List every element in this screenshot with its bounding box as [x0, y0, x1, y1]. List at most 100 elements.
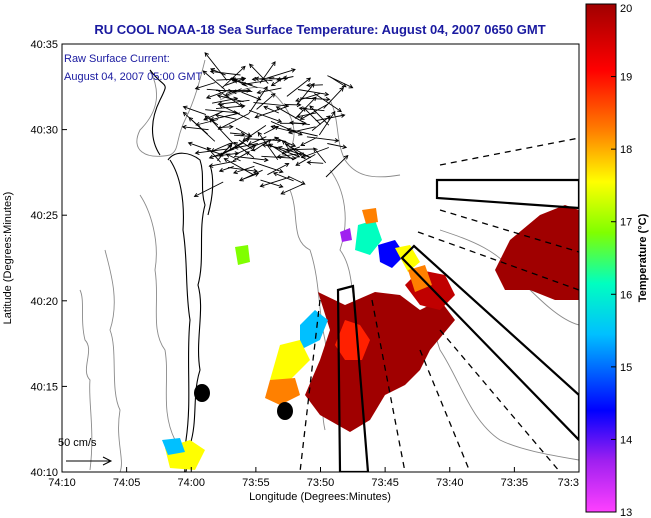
- current-vector-head: [210, 148, 216, 153]
- current-vector-head: [245, 151, 251, 156]
- current-vector-head: [295, 97, 300, 103]
- colorbar-tick-label: 13: [620, 507, 632, 518]
- current-vector-head: [224, 92, 230, 97]
- current-vector-head: [253, 168, 259, 174]
- current-vector: [224, 158, 254, 176]
- current-vector-head: [256, 89, 262, 95]
- current-vector: [235, 127, 251, 137]
- current-vector-head: [334, 138, 340, 143]
- current-vector-head: [299, 115, 305, 120]
- current-vector-head: [263, 86, 268, 91]
- y-tick-label: 40:25: [30, 210, 58, 222]
- current-vector-head: [276, 154, 282, 159]
- current-vector-head: [193, 192, 199, 198]
- current-vector-head: [254, 114, 260, 119]
- current-vector-head: [208, 163, 214, 168]
- transect-box-diagonal: [400, 244, 579, 442]
- sst-patch-mid-1: [270, 340, 310, 380]
- current-vector: [218, 126, 233, 129]
- colorbar-tick-label: 16: [620, 289, 632, 301]
- current-vector: [221, 66, 246, 89]
- current-vector-head: [233, 145, 239, 150]
- current-vector: [206, 90, 226, 99]
- current-vector-head: [300, 180, 306, 185]
- current-vector-head: [300, 141, 306, 146]
- current-vector-head: [216, 94, 222, 99]
- current-vector-head: [339, 86, 345, 92]
- current-vector-head: [233, 141, 239, 147]
- current-vector-head: [204, 52, 209, 57]
- current-vector: [247, 138, 281, 142]
- current-vector-head: [270, 93, 276, 98]
- current-vector-head: [257, 131, 263, 137]
- sst-patch-cool-2: [355, 220, 382, 255]
- current-vector: [311, 115, 331, 131]
- current-vector-head: [343, 154, 349, 160]
- colorbar-label: Temperature (°C): [637, 213, 649, 302]
- current-vector: [196, 119, 219, 126]
- current-vector: [211, 142, 231, 152]
- current-vector: [260, 179, 283, 188]
- current-vector-head: [291, 142, 297, 148]
- current-vector-head: [306, 77, 312, 82]
- current-vector-head: [233, 96, 239, 102]
- current-vector: [239, 169, 263, 182]
- x-tick-label: 73:40: [436, 477, 464, 489]
- y-axis-label: Latitude (Degrees:Minutes): [2, 192, 14, 325]
- current-vector-head: [259, 183, 265, 188]
- current-vector: [202, 70, 226, 91]
- current-vector-head: [254, 76, 260, 82]
- current-vector: [218, 113, 250, 130]
- y-tick-label: 40:10: [30, 467, 58, 479]
- current-vector-head: [232, 169, 238, 175]
- current-vector-head: [225, 153, 231, 158]
- current-vector-head: [246, 132, 252, 137]
- current-vector: [286, 77, 311, 97]
- current-vector-head: [274, 125, 280, 131]
- current-vector: [188, 117, 216, 142]
- current-vector-head: [202, 70, 208, 75]
- current-vector-head: [284, 143, 290, 148]
- station-marker-south: [277, 402, 293, 420]
- current-vector-head: [278, 183, 284, 189]
- current-vector-head: [223, 158, 229, 163]
- x-tick-label: 73:3: [558, 477, 579, 489]
- current-vector: [215, 114, 237, 120]
- current-vector-head: [306, 83, 311, 88]
- current-vector: [182, 126, 209, 131]
- current-vector: [216, 89, 243, 107]
- current-vector: [232, 151, 250, 162]
- current-vector: [268, 143, 294, 161]
- current-vector: [257, 87, 282, 94]
- current-vector-head: [284, 162, 290, 168]
- current-vector: [205, 109, 238, 114]
- current-vector-head: [275, 106, 281, 111]
- current-vector-head: [204, 115, 210, 120]
- x-tick-label: 73:45: [371, 477, 399, 489]
- current-vector-head: [268, 143, 274, 148]
- current-vector-head: [182, 105, 188, 111]
- transect-box-south: [336, 284, 370, 472]
- current-vector: [297, 112, 317, 118]
- current-vector-head: [240, 103, 246, 109]
- current-vector: [286, 148, 317, 151]
- current-vector-head: [241, 77, 247, 82]
- current-vector-head: [283, 103, 289, 108]
- current-vector: [300, 103, 329, 120]
- current-vector: [255, 105, 290, 118]
- colorbar-tick-label: 14: [620, 434, 632, 446]
- scale-label: 50 cm/s: [58, 437, 97, 449]
- current-vector: [249, 137, 279, 148]
- current-vector-head: [181, 124, 187, 130]
- current-vector: [227, 166, 258, 172]
- current-vector-head: [297, 131, 303, 136]
- current-vector-head: [271, 61, 276, 66]
- current-vector-head: [195, 121, 201, 127]
- current-vector: [206, 88, 232, 92]
- current-vector: [252, 161, 283, 173]
- current-vector: [303, 107, 321, 125]
- sst-patch-warm-center: [305, 292, 455, 432]
- current-vector-head: [205, 94, 211, 99]
- current-vector: [327, 75, 353, 89]
- x-axis: 74:10 74:05 74:00 73:55 73:50 73:45 73:40 73:35…: [48, 467, 580, 489]
